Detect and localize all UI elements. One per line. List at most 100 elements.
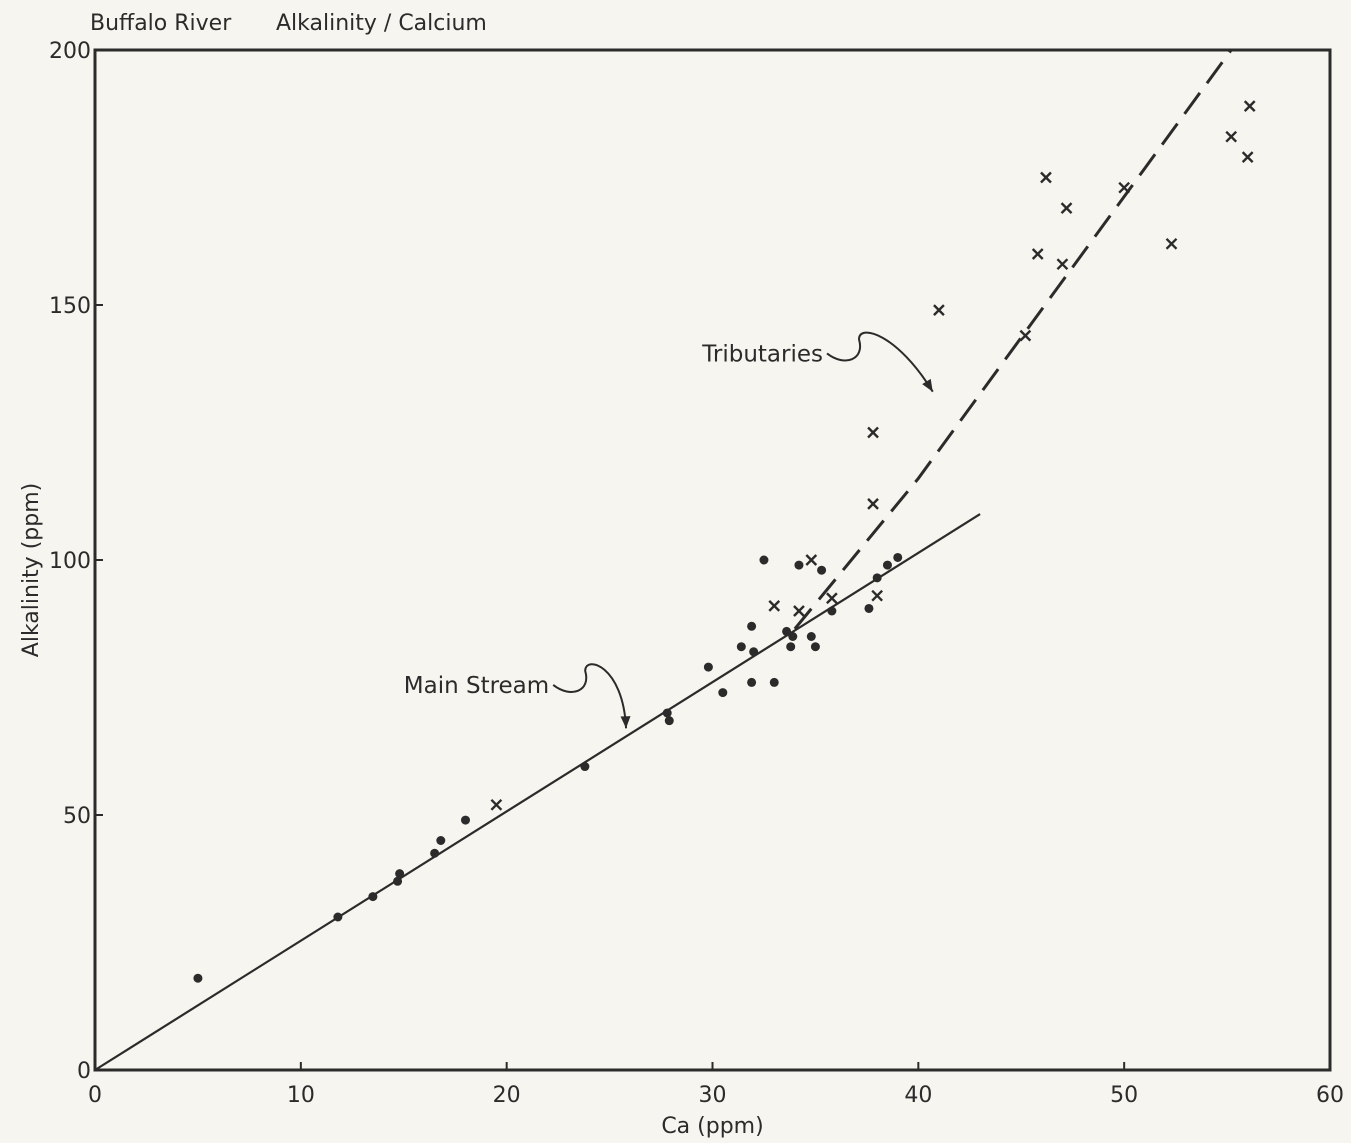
chart-subtitle: Alkalinity / Calcium [276,11,487,36]
plot-frame [93,48,1332,1072]
tributary-point [768,600,781,612]
x-marker-stroke [867,426,879,439]
annotation-label: Tributaries [701,341,823,367]
main-stream-point [747,621,757,631]
main-stream-point [759,555,769,565]
main-stream-point [718,688,728,698]
tributary-point [1225,130,1238,143]
annotation-arrowhead [620,716,631,729]
tributary-point [826,592,838,605]
x-marker-stroke [793,605,805,617]
main-stream-point [893,552,903,562]
tributary-point [1060,202,1073,214]
x-marker-stroke [933,304,945,316]
tributary-point [1056,258,1069,271]
tributary-point [1031,248,1044,260]
tributary-point [805,554,818,566]
annotations: Main Stream Tributaries [404,331,934,729]
x-marker-stroke [871,589,884,602]
x-marker-stroke [768,600,781,612]
main-stream-point [817,565,827,575]
x-tick-label: 0 [88,1083,102,1108]
main-stream-point [794,560,804,570]
x-tick-label: 50 [1110,1083,1138,1108]
tributary-point [1118,181,1131,194]
x-tick-label: 20 [493,1083,521,1108]
x-marker-stroke [1031,248,1044,260]
main-stream-point [769,677,779,687]
annotation-arrow [552,663,628,729]
main-stream-point [193,973,203,983]
main-stream-point [368,892,378,902]
data-points [193,100,1256,983]
main-stream-point [461,815,470,825]
y-tick-label: 100 [49,549,91,574]
main-stream-fit-line [94,513,981,1071]
main-stream-point [749,647,759,657]
main-stream-point [333,912,343,922]
tributary-point [1040,171,1052,184]
chart-title: Buffalo River [90,11,232,36]
main-stream-point [580,762,590,772]
tributary-point [867,498,879,510]
main-stream-point [782,626,792,636]
main-stream-point [806,632,816,641]
main-stream-point [664,716,674,726]
y-tick-label: 0 [77,1059,91,1084]
main-stream-point [703,662,713,672]
x-marker-stroke [1243,100,1256,112]
tributary-point [1243,100,1256,112]
main-stream-point [872,573,882,583]
tributary-point [490,798,503,811]
x-marker-stroke [805,554,818,566]
tributary-point [867,426,879,439]
annotation-arrowhead [922,378,933,392]
x-marker-stroke [1056,258,1069,271]
y-tick-label: 50 [63,804,91,829]
tributary-point [871,589,884,602]
main-stream-point [395,869,405,879]
x-marker-stroke [1241,151,1254,163]
annotation-arrow [826,331,934,393]
y-tick-label: 150 [49,294,91,319]
main-stream-point [810,642,820,652]
main-stream-point [786,642,796,652]
main-stream-point [827,606,837,616]
tributaries-fit-line [793,49,1233,630]
x-marker-stroke [1165,237,1178,250]
x-marker-stroke [1225,130,1238,143]
tributary-point [793,605,805,617]
x-tick-label: 10 [287,1083,315,1108]
main-stream-point [662,708,672,718]
x-marker-stroke [1040,171,1052,184]
tributary-point [1165,237,1178,250]
x-marker-stroke [490,798,503,811]
x-tick-label: 40 [904,1083,932,1108]
x-marker-stroke [1118,181,1131,194]
main-stream-point [882,560,892,570]
main-stream-point [747,677,757,687]
tributary-point [1019,329,1032,342]
main-stream-point [864,603,874,613]
fit-lines [94,49,1233,1071]
x-marker-stroke [867,498,879,510]
y-axis-label: Alkalinity (ppm) [19,483,44,657]
x-axis-label: Ca (ppm) [661,1114,763,1139]
main-stream-point [430,848,440,858]
main-stream-point [393,876,403,886]
x-tick-label: 30 [699,1083,727,1108]
annotation-label: Main Stream [404,673,549,699]
x-marker-stroke [1019,329,1032,342]
x-marker-stroke [1060,202,1073,214]
x-tick-label: 60 [1316,1083,1344,1108]
y-tick-label: 200 [49,39,91,64]
tributary-point [933,304,945,316]
x-marker-stroke [826,592,838,605]
y-axis-ticks: 0 50 100 150 200 [49,39,103,1084]
tributary-point [1241,151,1254,163]
x-axis-ticks: 0 10 20 30 40 50 60 [88,1062,1344,1108]
main-stream-point [736,642,746,652]
main-stream-point [436,836,446,845]
main-stream-point [788,632,798,641]
